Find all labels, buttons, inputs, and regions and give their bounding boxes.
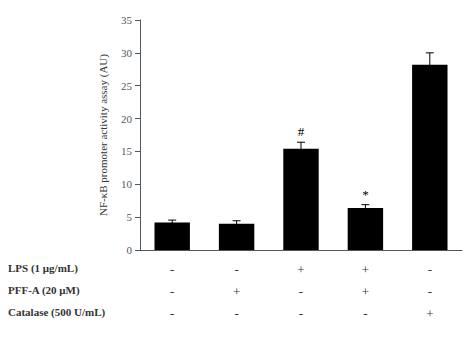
svg-text:-: - [363,306,367,321]
svg-text:+: + [297,262,304,277]
svg-text:PFF-A (20 μM): PFF-A (20 μM) [8,284,80,297]
svg-text:15: 15 [121,145,133,157]
svg-text:-: - [234,306,238,321]
svg-text:0: 0 [127,244,133,256]
svg-text:-: - [428,284,432,299]
svg-text:-: - [170,284,174,299]
svg-text:LPS (1 μg/mL): LPS (1 μg/mL) [8,262,78,275]
svg-text:-: - [170,262,174,277]
svg-text:-: - [234,262,238,277]
svg-text:+: + [362,284,369,299]
svg-text:+: + [233,284,240,299]
svg-text:30: 30 [121,47,133,59]
svg-text:+: + [362,262,369,277]
svg-text:35: 35 [121,14,133,26]
svg-text:-: - [428,262,432,277]
svg-text:+: + [426,306,433,321]
svg-text:#: # [298,124,305,139]
svg-text:Catalase (500 U/mL): Catalase (500 U/mL) [8,306,105,319]
svg-text:-: - [170,306,174,321]
svg-text:*: * [362,187,369,202]
svg-text:-: - [299,284,303,299]
svg-text:NF-κB promoter activity assay: NF-κB promoter activity assay (AU) [97,54,110,216]
svg-text:5: 5 [127,211,133,223]
svg-text:20: 20 [121,113,133,125]
svg-text:25: 25 [121,80,133,92]
svg-text:-: - [299,306,303,321]
svg-text:10: 10 [121,178,133,190]
